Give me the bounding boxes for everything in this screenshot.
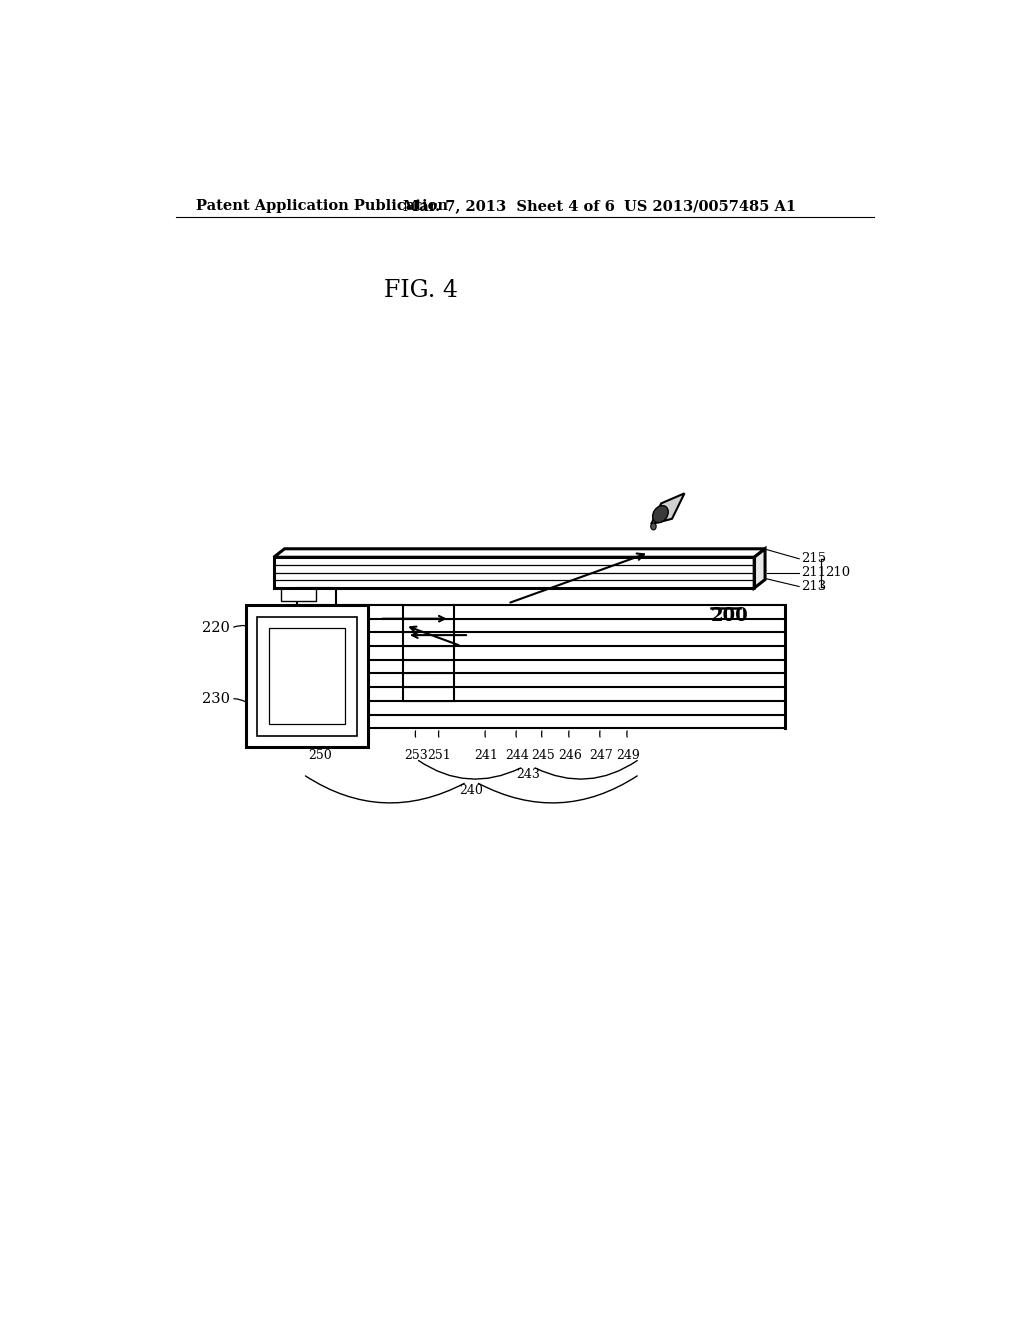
Text: 241: 241	[474, 748, 498, 762]
Polygon shape	[755, 549, 765, 589]
Text: 210: 210	[824, 566, 850, 579]
Bar	[257, 616, 356, 737]
Text: Mar. 7, 2013  Sheet 4 of 6: Mar. 7, 2013 Sheet 4 of 6	[403, 199, 615, 213]
Polygon shape	[273, 549, 765, 557]
Text: 213: 213	[801, 579, 826, 593]
Ellipse shape	[650, 523, 656, 529]
Text: 243: 243	[516, 768, 540, 781]
Text: 230: 230	[203, 692, 230, 706]
Text: 211: 211	[801, 566, 825, 579]
Text: Patent Application Publication: Patent Application Publication	[197, 199, 449, 213]
Polygon shape	[651, 494, 684, 524]
Text: 215: 215	[801, 552, 825, 565]
Text: 247: 247	[589, 748, 612, 762]
Text: US 2013/0057485 A1: US 2013/0057485 A1	[624, 199, 796, 213]
Text: 200: 200	[711, 607, 749, 624]
Text: 244: 244	[505, 748, 529, 762]
Text: 245: 245	[530, 748, 555, 762]
Text: 251: 251	[428, 748, 452, 762]
Text: 246: 246	[558, 748, 582, 762]
Text: 220: 220	[203, 622, 230, 635]
Text: 250: 250	[308, 748, 332, 762]
Bar	[297, 589, 336, 605]
Bar	[246, 605, 369, 747]
Text: 240: 240	[460, 784, 483, 797]
Bar	[269, 628, 345, 725]
Text: 253: 253	[404, 748, 428, 762]
Bar	[282, 589, 316, 601]
Text: FIG. 4: FIG. 4	[384, 280, 458, 302]
Text: 249: 249	[616, 748, 640, 762]
Bar	[273, 557, 755, 589]
Ellipse shape	[652, 506, 669, 523]
